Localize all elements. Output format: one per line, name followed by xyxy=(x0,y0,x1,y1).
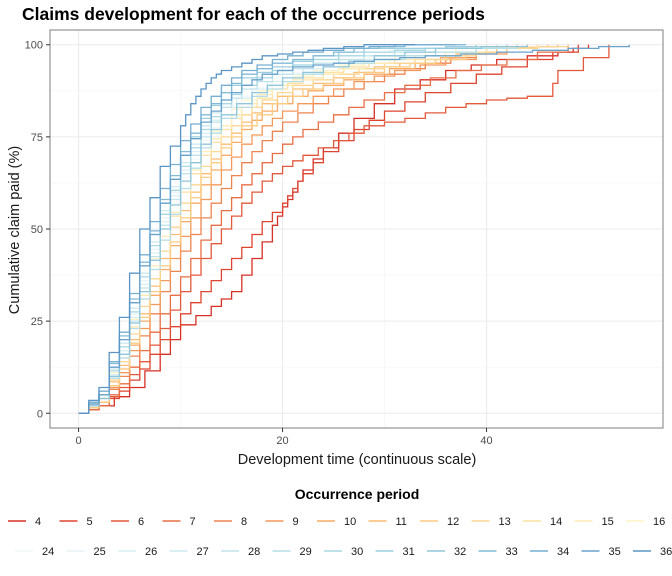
x-tick-label: 0 xyxy=(75,435,81,447)
legend-item-15: 15 xyxy=(574,516,614,528)
legend-label-8: 8 xyxy=(241,516,247,528)
legend-label-30: 30 xyxy=(351,546,363,558)
legend-item-32: 32 xyxy=(427,546,466,558)
legend-item-31: 31 xyxy=(375,546,415,558)
legend-label-6: 6 xyxy=(138,516,144,528)
legend-label-16: 16 xyxy=(653,516,665,528)
legend-label-10: 10 xyxy=(344,516,356,528)
legend-item-13: 13 xyxy=(471,516,511,528)
series-line-36 xyxy=(78,44,416,414)
legend-label-5: 5 xyxy=(87,516,93,528)
legend-item-33: 33 xyxy=(478,546,518,558)
legend-label-11: 11 xyxy=(396,516,407,528)
legend-title: Occurrence period xyxy=(295,486,420,502)
legend-item-8: 8 xyxy=(214,516,247,528)
legend-item-12: 12 xyxy=(420,516,459,528)
legend-label-26: 26 xyxy=(145,546,157,558)
legend-item-10: 10 xyxy=(317,516,356,528)
legend-item-25: 25 xyxy=(66,546,106,558)
legend-label-25: 25 xyxy=(94,546,106,558)
legend-label-31: 31 xyxy=(403,546,415,558)
legend-label-14: 14 xyxy=(550,516,562,528)
legend-label-24: 24 xyxy=(42,546,54,558)
legend-label-29: 29 xyxy=(300,546,312,558)
series-line-35 xyxy=(78,44,630,414)
series-line-8 xyxy=(78,44,539,414)
legend-item-11: 11 xyxy=(368,516,407,528)
chart-title: Claims development for each of the occur… xyxy=(22,4,485,24)
legend-item-29: 29 xyxy=(272,546,312,558)
legend-item-27: 27 xyxy=(169,546,209,558)
y-tick-label: 75 xyxy=(31,132,43,144)
legend: 4 5 6 7 8 9 10 11 12 13 14 15 16 24 25 26 27 28 29 30 31 32 33… xyxy=(8,516,672,558)
legend-item-30: 30 xyxy=(324,546,363,558)
legend-label-28: 28 xyxy=(248,546,260,558)
x-tick-label: 20 xyxy=(276,435,288,447)
y-tick-label: 0 xyxy=(37,408,43,420)
x-tick-label: 40 xyxy=(480,435,492,447)
series-line-5 xyxy=(78,44,579,414)
y-tick-label: 50 xyxy=(31,224,43,236)
legend-item-34: 34 xyxy=(530,546,569,558)
y-tick-label: 25 xyxy=(31,316,43,328)
legend-item-36: 36 xyxy=(633,546,672,558)
legend-label-13: 13 xyxy=(499,516,511,528)
legend-label-4: 4 xyxy=(35,516,41,528)
legend-label-36: 36 xyxy=(660,546,672,558)
legend-label-27: 27 xyxy=(197,546,209,558)
x-axis: 0 20 40 xyxy=(75,428,493,447)
legend-item-16: 16 xyxy=(626,516,665,528)
legend-label-15: 15 xyxy=(602,516,614,528)
legend-item-9: 9 xyxy=(265,516,299,528)
y-tick-label: 100 xyxy=(25,40,43,52)
series-lines xyxy=(78,44,630,414)
series-line-9 xyxy=(78,44,559,414)
legend-item-7: 7 xyxy=(162,516,196,528)
legend-item-5: 5 xyxy=(59,516,93,528)
legend-label-9: 9 xyxy=(293,516,299,528)
legend-label-12: 12 xyxy=(447,516,459,528)
y-axis: 0 25 50 75 100 xyxy=(25,40,50,420)
legend-item-28: 28 xyxy=(221,546,260,558)
legend-label-7: 7 xyxy=(190,516,196,528)
legend-item-24: 24 xyxy=(15,546,54,558)
x-axis-title: Development time (continuous scale) xyxy=(238,452,477,468)
y-axis-title: Cumulative claim paid (%) xyxy=(7,146,23,314)
legend-item-6: 6 xyxy=(111,516,144,528)
series-line-7 xyxy=(78,44,569,414)
legend-item-4: 4 xyxy=(8,516,41,528)
legend-item-14: 14 xyxy=(523,516,562,528)
legend-item-35: 35 xyxy=(581,546,621,558)
series-line-6 xyxy=(78,44,610,414)
legend-label-35: 35 xyxy=(609,546,621,558)
legend-item-26: 26 xyxy=(118,546,157,558)
legend-label-34: 34 xyxy=(557,546,569,558)
legend-label-32: 32 xyxy=(454,546,466,558)
legend-label-33: 33 xyxy=(506,546,518,558)
